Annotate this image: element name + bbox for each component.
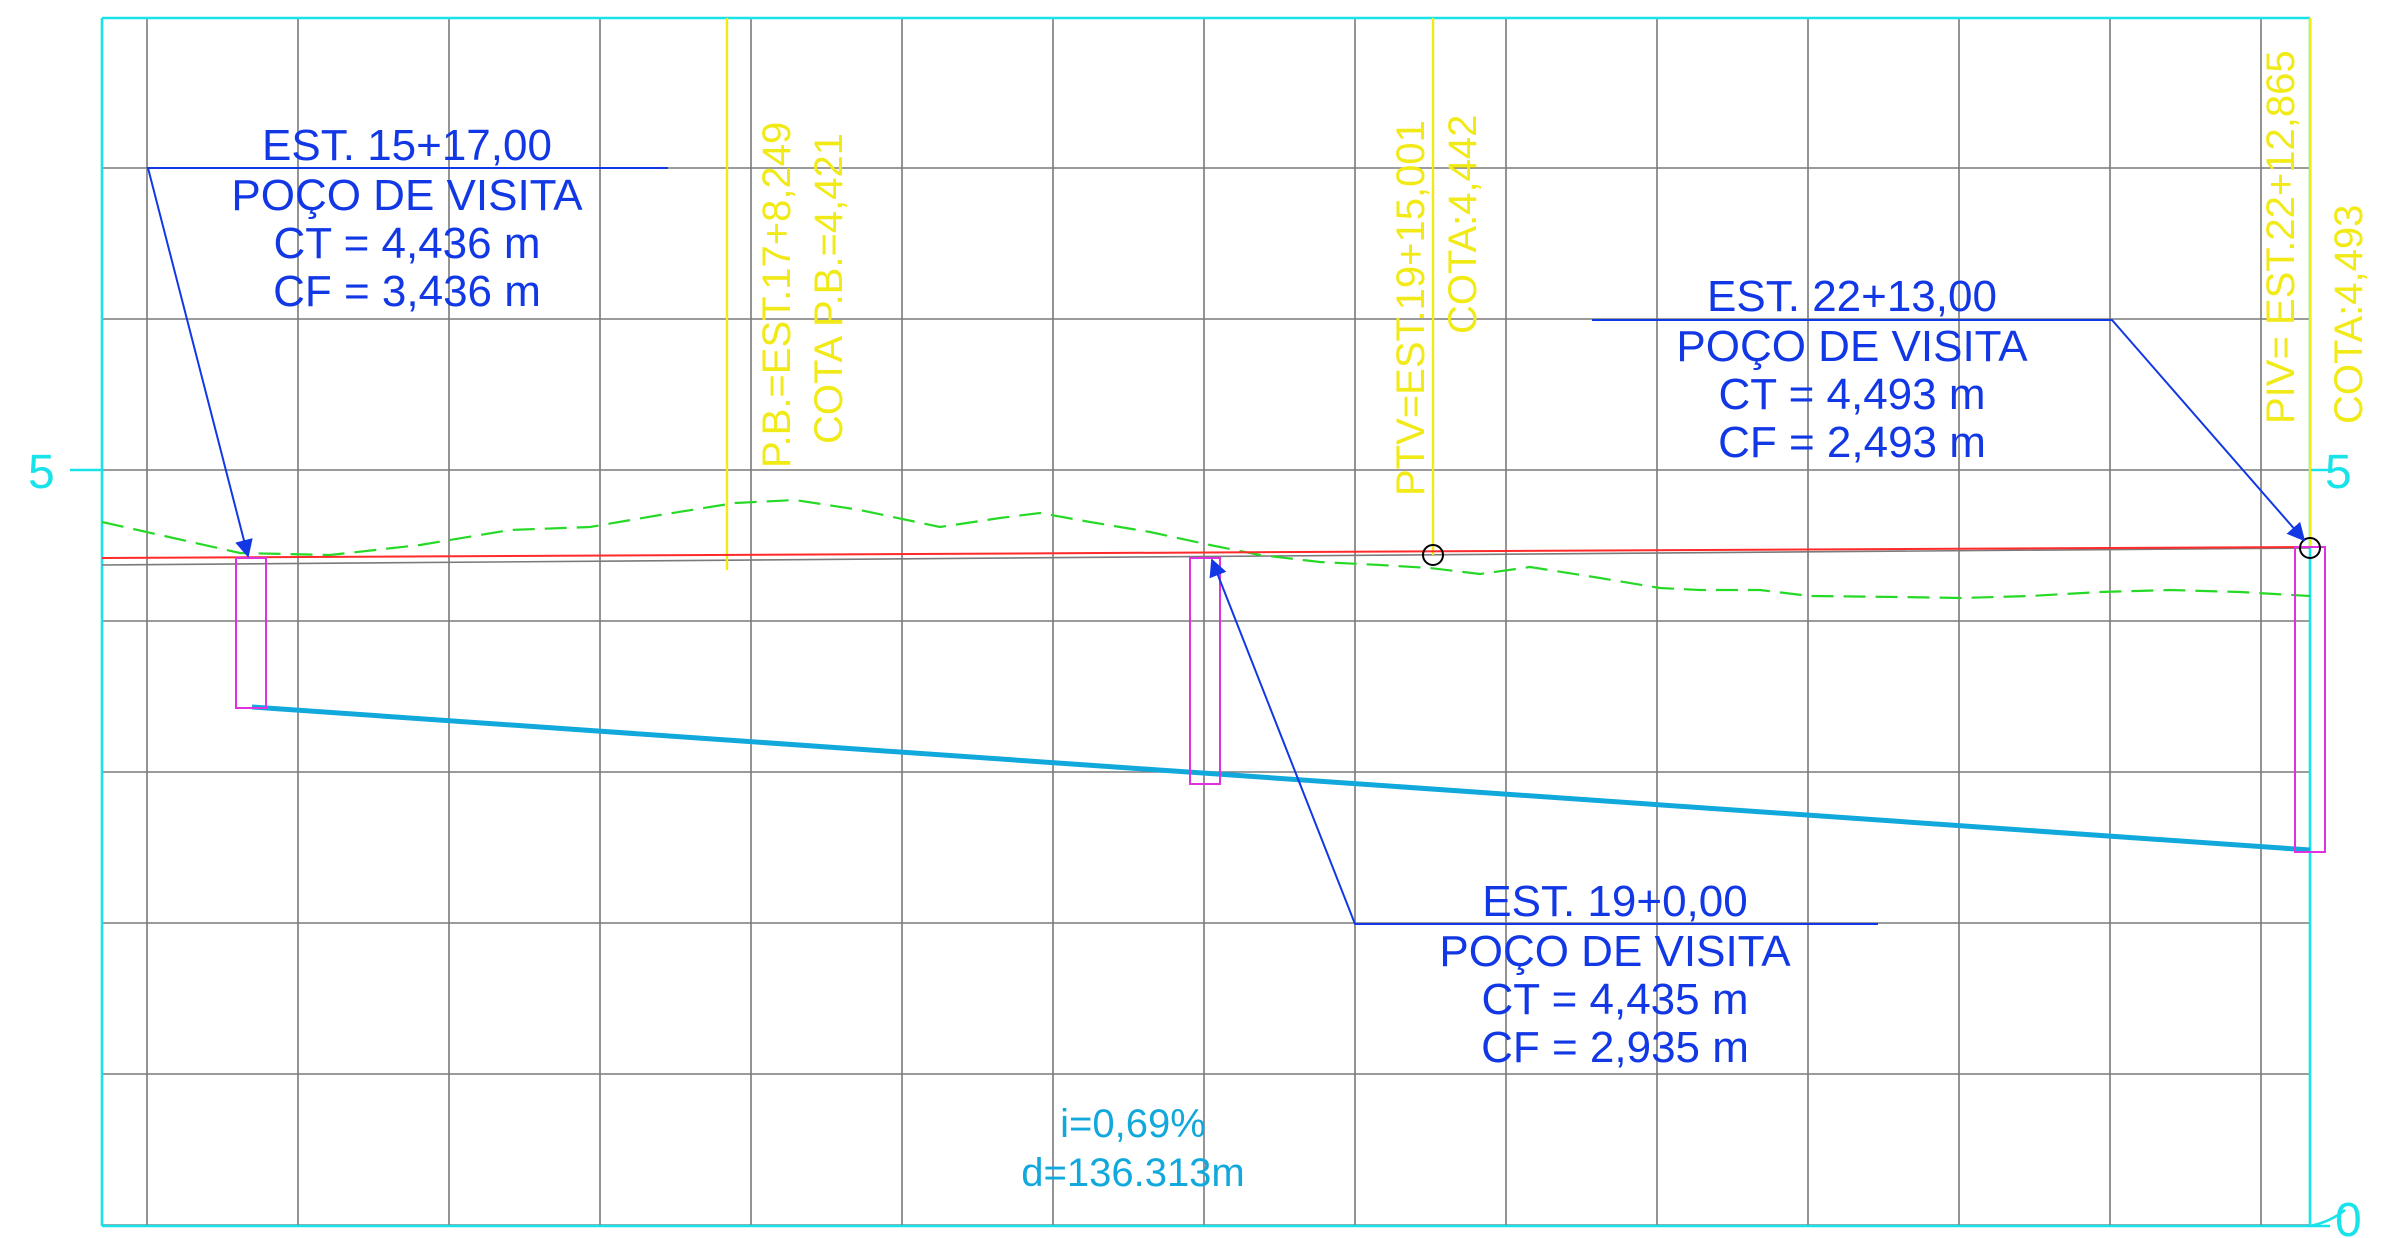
- pipe-slope-label: i=0,69%: [1060, 1102, 1206, 1146]
- ground-profile-line: [101, 498, 2311, 600]
- manhole-2-type: POÇO DE VISITA: [1439, 927, 1791, 976]
- marker-label-pb: P.B.=EST.17+8,249 COTA P.B.=4,421: [755, 122, 851, 468]
- manhole-2-cf: CF = 2,935 m: [1481, 1023, 1749, 1072]
- manhole-3-cf: CF = 2,493 m: [1718, 418, 1986, 467]
- manhole-1-cf: CF = 3,436 m: [273, 267, 541, 316]
- manhole-2-ct: CT = 4,435 m: [1482, 975, 1749, 1024]
- marker-pb-line1: P.B.=EST.17+8,249: [755, 122, 799, 468]
- manhole-1-station: EST. 15+17,00: [262, 121, 552, 170]
- manhole-shapes: [235, 546, 2326, 853]
- manhole-label-1: EST. 15+17,00 POÇO DE VISITA CT = 4,436 …: [231, 121, 583, 316]
- manhole-3-ct: CT = 4,493 m: [1719, 370, 1986, 419]
- marker-ptv-line2: COTA:4,442: [1441, 115, 1485, 334]
- marker-lines: [725, 18, 2312, 570]
- reference-line: [101, 547, 2311, 566]
- pipe-length-label: d=136.313m: [1021, 1151, 1245, 1195]
- pipe-label: i=0,69% d=136.313m: [1021, 1102, 1245, 1195]
- manhole-1-ct: CT = 4,436 m: [274, 219, 541, 268]
- piv-point-marker: [2299, 537, 2321, 559]
- tick-right-0: [2309, 1208, 2346, 1228]
- manhole-label-2: EST. 19+0,00 POÇO DE VISITA CT = 4,435 m…: [1439, 877, 1791, 1072]
- manhole-shape-3: [2294, 546, 2326, 853]
- axis-left-tick-label: 5: [28, 446, 55, 499]
- leader-lines: [146, 167, 2306, 925]
- pipe-line: [251, 704, 2311, 853]
- marker-ptv-line1: PTV=EST.19+15,001: [1389, 120, 1433, 496]
- ptv-point-marker: [1422, 544, 1444, 566]
- marker-label-piv: PIV= EST.22+12,865 COTA:4,493: [2259, 50, 2371, 424]
- manhole-3-station: EST. 22+13,00: [1707, 272, 1997, 321]
- leader-manhole-2: [1209, 558, 1878, 925]
- design-grade-line: [101, 546, 2311, 559]
- grid-vertical-lines: [146, 18, 2262, 1226]
- axis-right-tick-label-0: 0: [2335, 1194, 2362, 1238]
- manhole-shape-1: [235, 557, 267, 709]
- marker-piv-line1: PIV= EST.22+12,865: [2259, 50, 2303, 424]
- manhole-label-3: EST. 22+13,00 POÇO DE VISITA CT = 4,493 …: [1676, 272, 2028, 467]
- marker-pb-line2: COTA P.B.=4,421: [807, 133, 851, 444]
- marker-label-ptv: PTV=EST.19+15,001 COTA:4,442: [1389, 115, 1485, 496]
- leader-manhole-3: [1592, 319, 2306, 542]
- manhole-2-station: EST. 19+0,00: [1482, 877, 1747, 926]
- axis-right-tick-label-5: 5: [2325, 446, 2352, 499]
- manhole-1-type: POÇO DE VISITA: [231, 171, 583, 220]
- marker-piv-line2: COTA:4,493: [2327, 205, 2371, 424]
- manhole-3-type: POÇO DE VISITA: [1676, 322, 2028, 371]
- manhole-shape-2: [1189, 557, 1221, 785]
- leader-manhole-1: [146, 167, 668, 558]
